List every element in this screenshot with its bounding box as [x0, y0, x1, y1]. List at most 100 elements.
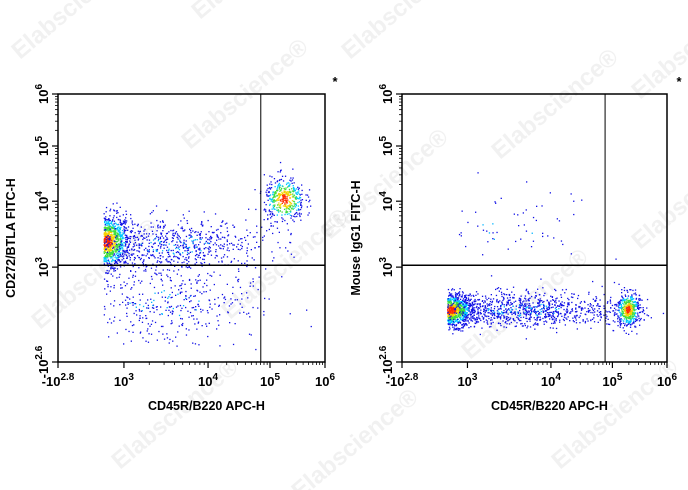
event-point — [156, 309, 158, 311]
event-point — [501, 311, 503, 313]
event-point — [218, 238, 220, 240]
event-point — [157, 257, 159, 259]
event-point — [449, 299, 451, 301]
event-point — [108, 223, 110, 226]
event-point — [629, 300, 631, 302]
event-point — [219, 314, 221, 316]
event-point — [458, 320, 460, 323]
event-point — [215, 244, 218, 246]
event-point — [630, 311, 632, 313]
event-point — [138, 319, 140, 322]
event-point — [159, 241, 162, 243]
event-point — [111, 251, 113, 253]
event-point — [501, 293, 503, 295]
event-point — [464, 295, 466, 297]
event-point — [465, 314, 467, 316]
event-point — [542, 301, 544, 303]
event-point — [113, 305, 115, 307]
event-point — [131, 302, 133, 304]
event-point — [540, 303, 542, 306]
event-point — [172, 307, 174, 310]
event-point — [519, 302, 522, 304]
event-point — [105, 256, 107, 258]
event-point — [281, 220, 284, 223]
event-point — [106, 253, 108, 255]
event-point — [472, 312, 474, 314]
event-point — [637, 302, 639, 304]
event-point — [630, 315, 632, 317]
event-point — [497, 310, 499, 312]
event-point — [148, 257, 150, 259]
event-point — [457, 309, 459, 311]
event-point — [508, 299, 510, 301]
watermark-text: Elabscience® — [627, 133, 688, 254]
event-point — [607, 318, 609, 320]
event-point — [185, 297, 187, 299]
event-point — [548, 314, 550, 316]
event-point — [595, 296, 597, 298]
event-point — [111, 227, 114, 229]
event-point — [184, 229, 186, 231]
event-point — [109, 250, 112, 252]
event-point — [294, 213, 296, 215]
event-point — [111, 237, 113, 240]
event-point — [487, 323, 489, 325]
event-point — [267, 191, 270, 193]
event-point — [201, 265, 203, 267]
event-point — [159, 247, 162, 249]
event-point — [205, 237, 207, 239]
event-point — [179, 253, 181, 255]
event-point — [529, 318, 531, 320]
event-point — [107, 284, 109, 286]
event-point — [175, 294, 177, 296]
event-point — [505, 308, 507, 310]
event-point — [581, 307, 583, 309]
event-point — [150, 226, 152, 228]
event-point — [486, 305, 489, 307]
event-point — [476, 316, 478, 319]
event-point — [228, 305, 231, 307]
event-point — [108, 233, 110, 235]
event-point — [219, 274, 221, 276]
event-point — [206, 279, 208, 281]
event-point — [181, 318, 183, 320]
event-point — [562, 243, 564, 246]
event-point — [449, 319, 451, 322]
event-point — [219, 345, 221, 347]
event-point — [559, 304, 561, 306]
event-point — [272, 193, 274, 195]
event-point — [217, 228, 219, 231]
event-point — [584, 307, 586, 309]
event-point — [256, 241, 258, 243]
event-point — [455, 316, 457, 318]
event-point — [552, 315, 554, 317]
event-point — [254, 189, 256, 191]
event-point — [168, 306, 171, 308]
event-point — [543, 294, 545, 297]
event-point — [273, 178, 276, 180]
event-point — [123, 233, 125, 235]
event-point — [108, 240, 110, 242]
event-point — [633, 313, 635, 316]
event-point — [201, 222, 203, 224]
event-point — [633, 312, 635, 314]
event-point — [447, 288, 450, 291]
event-point — [538, 303, 540, 305]
event-point — [453, 318, 455, 321]
event-point — [459, 307, 461, 309]
event-point — [541, 300, 543, 302]
event-point — [106, 227, 108, 229]
event-point — [119, 236, 122, 238]
event-point — [478, 307, 481, 309]
event-point — [596, 310, 599, 312]
event-point — [555, 306, 557, 308]
event-point — [515, 325, 517, 327]
event-point — [629, 315, 631, 318]
event-point — [479, 311, 481, 314]
event-point — [639, 311, 641, 314]
event-point — [522, 212, 524, 214]
event-point — [484, 312, 486, 314]
event-point — [545, 316, 547, 318]
event-point — [558, 305, 561, 307]
event-point — [249, 282, 252, 284]
